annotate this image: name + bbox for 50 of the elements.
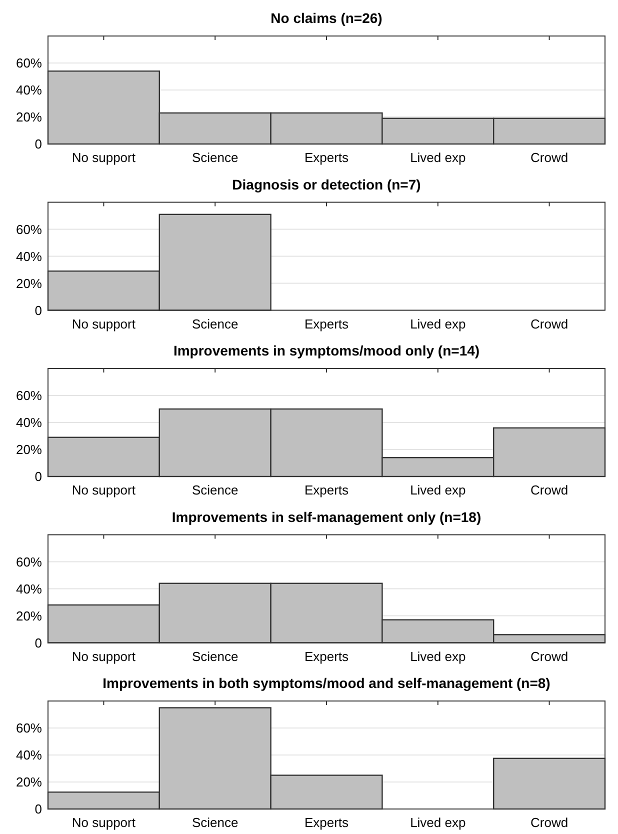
x-tick-label: Experts bbox=[304, 815, 350, 830]
chart-title: Diagnosis or detection (n=7) bbox=[232, 176, 421, 192]
x-tick-label: No support bbox=[72, 482, 136, 498]
y-tick-label: 60% bbox=[16, 554, 42, 570]
x-tick-label: Experts bbox=[304, 648, 350, 664]
y-tick-label: 0 bbox=[34, 635, 42, 650]
x-tick-label: Lived exp bbox=[410, 482, 466, 498]
y-tick-label: 40% bbox=[16, 415, 42, 430]
x-tick-label: Experts bbox=[304, 150, 350, 165]
chart-title: Improvements in both symptoms/mood and self-management (n=8) bbox=[102, 675, 550, 691]
y-tick-label: 40% bbox=[16, 248, 42, 264]
y-tick-label: 20% bbox=[16, 110, 42, 124]
x-tick-label: Lived exp bbox=[410, 648, 466, 664]
y-tick-label: 0 bbox=[34, 469, 42, 484]
x-tick-label: Experts bbox=[304, 482, 350, 498]
x-tick-label: No support bbox=[72, 815, 136, 830]
x-tick-label: Lived exp bbox=[410, 815, 466, 830]
y-tick-label: 40% bbox=[16, 748, 42, 762]
y-tick-label: 60% bbox=[16, 222, 42, 237]
x-tick-label: Lived exp bbox=[410, 150, 466, 165]
y-tick-label: 60% bbox=[16, 56, 42, 70]
x-tick-label: Experts bbox=[304, 316, 350, 332]
x-tick-label: No support bbox=[72, 150, 136, 165]
y-tick-label: 40% bbox=[16, 82, 42, 98]
y-tick-label: 20% bbox=[16, 442, 42, 457]
x-tick-label: Lived exp bbox=[410, 316, 466, 332]
x-tick-label: Crowd bbox=[530, 316, 568, 332]
x-tick-label: Science bbox=[192, 815, 238, 830]
y-tick-label: 0 bbox=[34, 802, 42, 816]
y-tick-label: 20% bbox=[16, 774, 42, 790]
y-tick-label: 0 bbox=[34, 136, 42, 152]
x-tick-label: Crowd bbox=[530, 648, 568, 664]
chart-title: Improvements in self-management only (n=18) bbox=[172, 508, 482, 525]
x-tick-label: Crowd bbox=[530, 482, 568, 498]
chart-title: No claims (n=26) bbox=[270, 10, 382, 26]
x-tick-label: Science bbox=[192, 150, 238, 165]
x-tick-label: Crowd bbox=[530, 150, 568, 165]
x-tick-label: Science bbox=[192, 648, 238, 664]
chart-title: Improvements in symptoms/mood only (n=14) bbox=[173, 342, 480, 358]
y-tick-label: 40% bbox=[16, 581, 42, 596]
x-tick-label: No support bbox=[72, 648, 136, 664]
x-tick-label: Science bbox=[192, 482, 238, 498]
y-tick-label: 60% bbox=[16, 720, 42, 736]
x-tick-label: Crowd bbox=[530, 815, 568, 830]
x-tick-label: Science bbox=[192, 316, 238, 332]
y-tick-label: 0 bbox=[34, 302, 42, 318]
y-tick-label: 20% bbox=[16, 276, 42, 291]
y-tick-label: 20% bbox=[16, 608, 42, 624]
x-tick-label: No support bbox=[72, 316, 136, 332]
y-tick-label: 60% bbox=[16, 388, 42, 403]
